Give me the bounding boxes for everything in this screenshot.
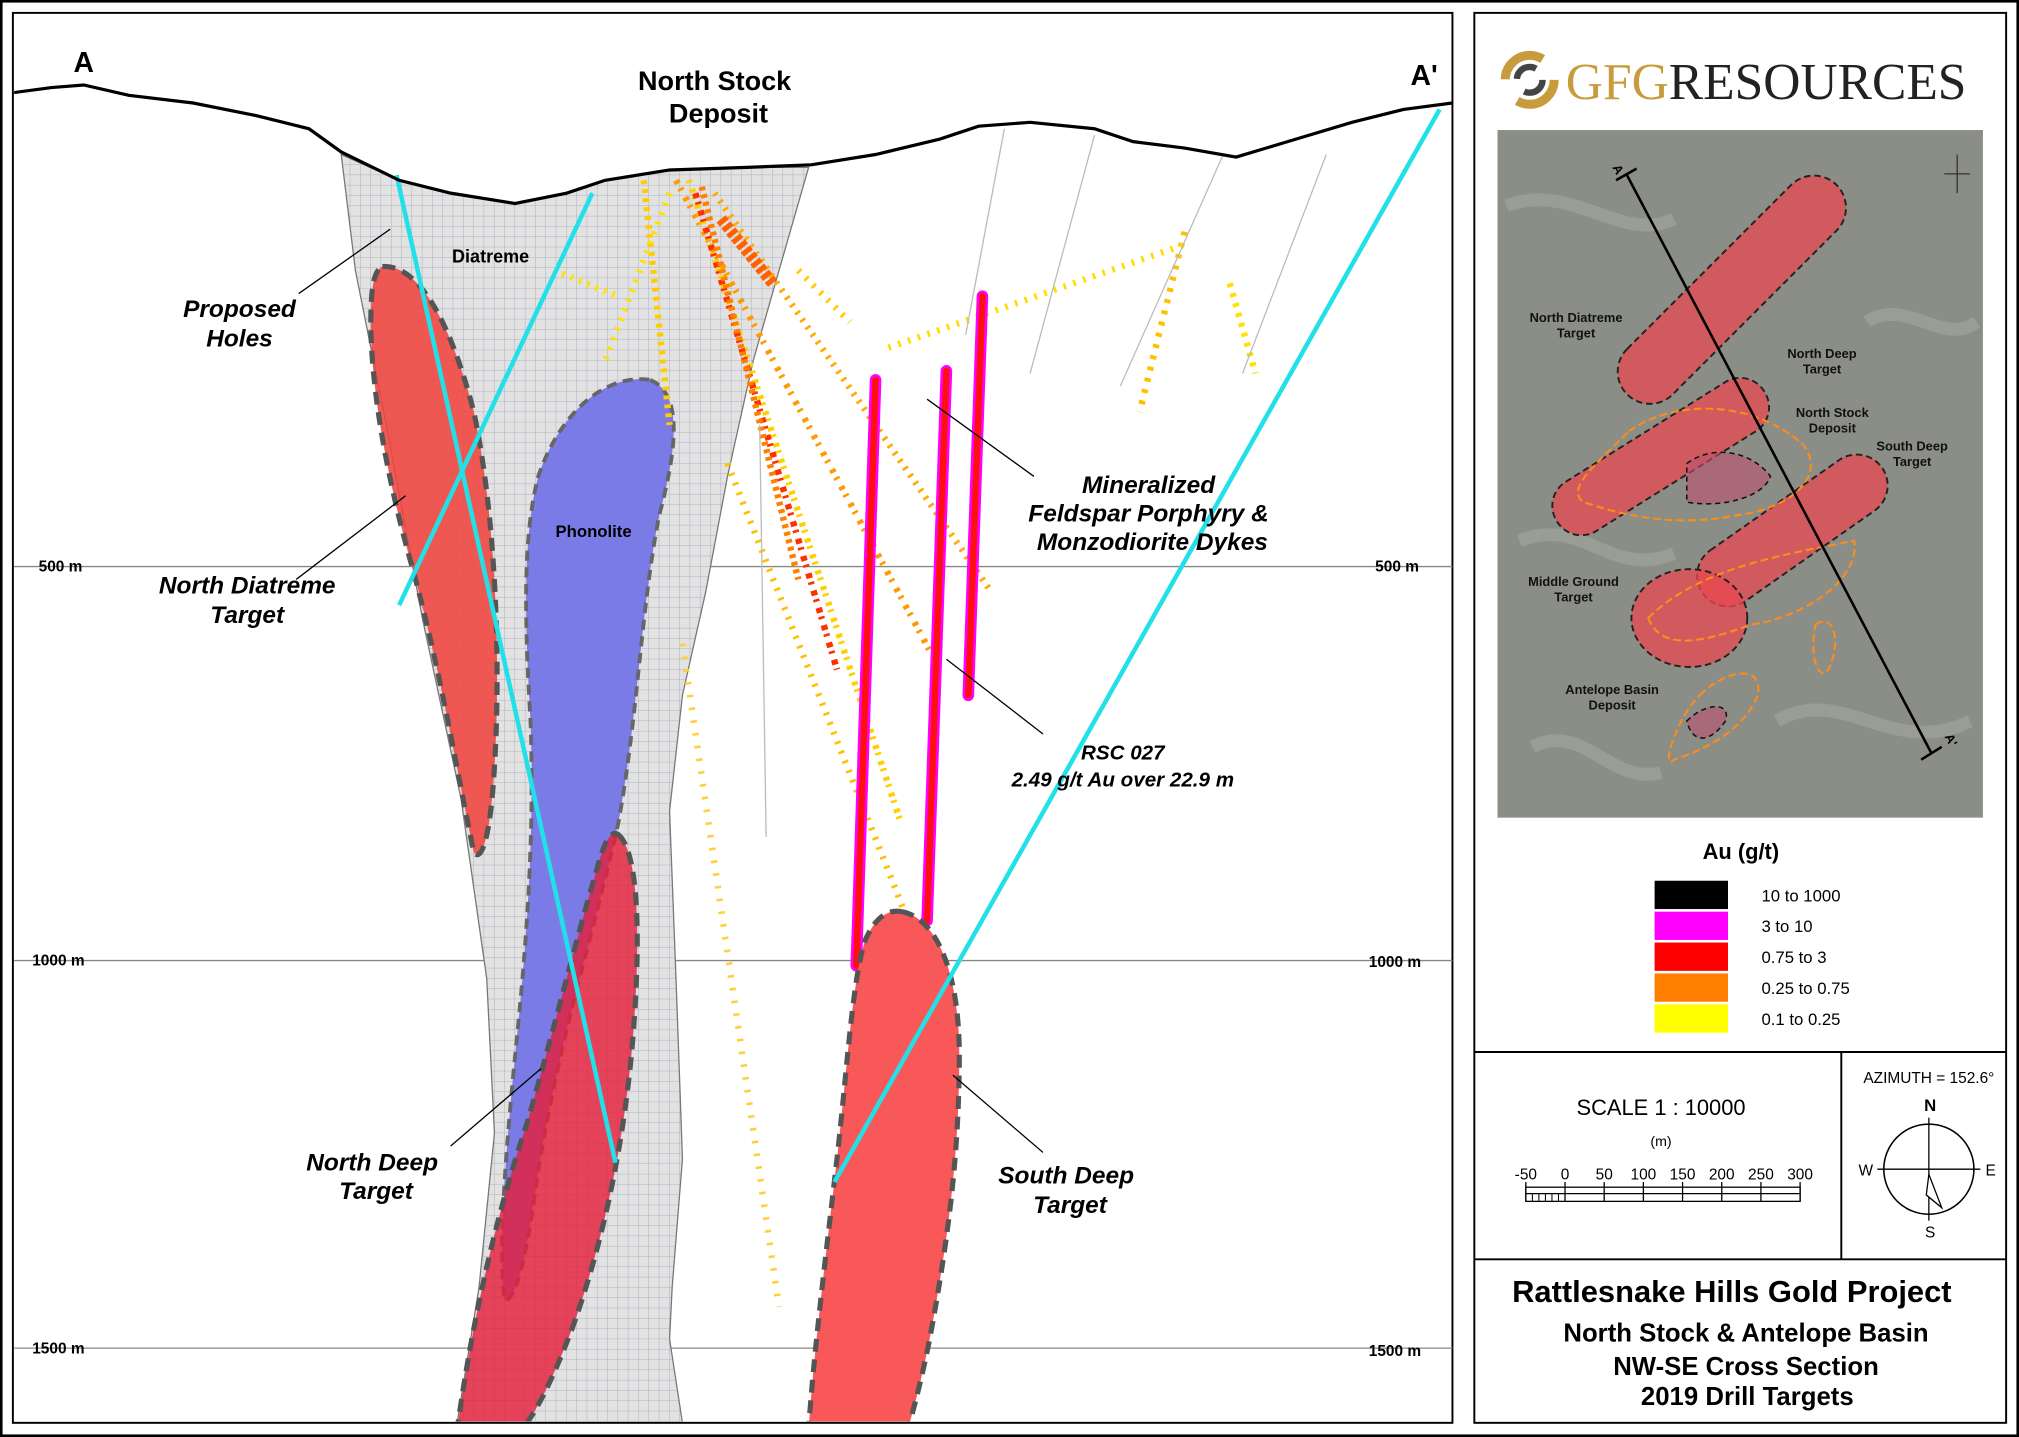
inset-map: A A' — [1497, 130, 1983, 818]
inset-label: North Diatreme — [1530, 310, 1623, 325]
target-label: North Diatreme — [159, 573, 336, 600]
legend-label: 0.25 to 0.75 — [1761, 979, 1849, 998]
target-label: South Deep — [998, 1162, 1134, 1189]
north-diatreme-target — [368, 263, 500, 858]
scale-bar: -50 0 50 100 150 200 250 300 — [1515, 1166, 1813, 1203]
annotation: Holes — [206, 325, 273, 352]
deposit-label: Deposit — [669, 98, 768, 128]
inset-label: Deposit — [1589, 697, 1637, 712]
elevation-label: 1000 m — [32, 953, 84, 970]
elevation-label: 500 m — [39, 559, 83, 576]
logo-part: RESOURCES — [1669, 54, 1967, 111]
scale-text: SCALE 1 : 10000 — [1577, 1095, 1746, 1120]
scale-tick-label: 200 — [1709, 1166, 1735, 1183]
legend-title: Au (g/t) — [1703, 839, 1780, 864]
south-deep-target — [806, 908, 962, 1422]
legend-swatch — [1654, 880, 1728, 910]
annotation: Feldspar Porphyry & — [1028, 500, 1269, 527]
scale-tick-label: 300 — [1787, 1166, 1813, 1183]
elevation-label: 1000 m — [1369, 954, 1421, 971]
leader-lines — [295, 228, 1044, 1153]
target-label: North Deep — [306, 1149, 438, 1176]
logo-part: GFG — [1566, 54, 1669, 111]
scale-unit: (m) — [1650, 1134, 1671, 1150]
inset-label: Deposit — [1809, 421, 1857, 436]
inset-label: South Deep — [1876, 439, 1948, 454]
legend-label: 3 to 10 — [1761, 917, 1812, 936]
legend-swatch — [1654, 973, 1728, 1002]
compass-rose — [1877, 1117, 1981, 1221]
legend-swatch — [1654, 942, 1728, 971]
scale-tick-label: -50 — [1515, 1166, 1537, 1183]
scale-tick-label: 150 — [1670, 1166, 1696, 1183]
scale-tick-label: 250 — [1748, 1166, 1774, 1183]
annotation: Mineralized — [1082, 472, 1216, 499]
azimuth: AZIMUTH = 152.6° — [1863, 1070, 1994, 1087]
inset-label: Target — [1803, 361, 1842, 376]
unit-label: Phonolite — [556, 522, 632, 541]
topography — [14, 83, 1453, 206]
annotation: Proposed — [183, 296, 297, 323]
scale-tick-label: 50 — [1596, 1166, 1613, 1183]
section-drawing — [14, 83, 1453, 1422]
proposed-hole — [394, 174, 618, 1164]
legend-label: 10 to 1000 — [1761, 886, 1840, 905]
compass-direction: E — [1986, 1163, 1996, 1180]
north-deep-target — [455, 831, 640, 1422]
compass-direction: S — [1925, 1224, 1935, 1241]
compass-direction: W — [1858, 1163, 1873, 1180]
elevation-label: 500 m — [1375, 559, 1419, 576]
elevation-label: 1500 m — [1369, 1343, 1421, 1360]
target-label: Target — [339, 1178, 414, 1205]
drill-holes — [759, 128, 1327, 837]
proposed-hole — [832, 108, 1442, 1184]
elevation-label: 1500 m — [32, 1340, 84, 1357]
inset-label: Antelope Basin — [1565, 682, 1659, 697]
proposed-hole — [397, 192, 595, 607]
legend: 10 to 1000 3 to 10 0.75 to 3 0.25 to 0.75 0.… — [1654, 880, 1850, 1033]
inset-label: Target — [1893, 454, 1932, 469]
logo-text: GFGRESOURCES — [1566, 54, 1967, 111]
scale-tick-label: 0 — [1561, 1166, 1570, 1183]
target-label: Target — [210, 602, 285, 629]
compass-direction: N — [1924, 1096, 1936, 1115]
dyke — [965, 292, 986, 699]
target-label: Target — [1033, 1192, 1108, 1219]
inset-label: Target — [1554, 589, 1593, 604]
title: Rattlesnake Hills Gold Project — [1512, 1274, 1951, 1309]
inset-label: Target — [1557, 325, 1596, 340]
inset-label: North Stock — [1796, 405, 1870, 420]
dyke — [853, 376, 879, 969]
intercept-label: RSC 027 — [1081, 742, 1166, 765]
dyke — [923, 367, 950, 924]
scale-tick-label: 100 — [1630, 1166, 1656, 1183]
logo: GFGRESOURCES — [1500, 50, 1967, 111]
inset-label: North Deep — [1787, 346, 1856, 361]
legend-label: 0.1 to 0.25 — [1761, 1010, 1840, 1029]
legend-label: 0.75 to 3 — [1761, 948, 1826, 967]
intercept-label: 2.49 g/t Au over 22.9 m — [1011, 769, 1234, 792]
annotation: Monzodiorite Dykes — [1037, 529, 1268, 556]
deposit-label: North Stock — [638, 66, 792, 96]
subtitle: North Stock & Antelope Basin — [1563, 1320, 1928, 1348]
legend-swatch — [1654, 1004, 1728, 1033]
subtitle: NW-SE Cross Section — [1613, 1353, 1879, 1381]
subtitle: 2019 Drill Targets — [1641, 1383, 1854, 1411]
endpoint-label: A — [73, 47, 93, 79]
legend-swatch — [1654, 911, 1728, 940]
unit-label: Diatreme — [452, 247, 529, 267]
inset-label: Middle Ground — [1528, 574, 1619, 589]
endpoint-label: A' — [1411, 60, 1438, 92]
